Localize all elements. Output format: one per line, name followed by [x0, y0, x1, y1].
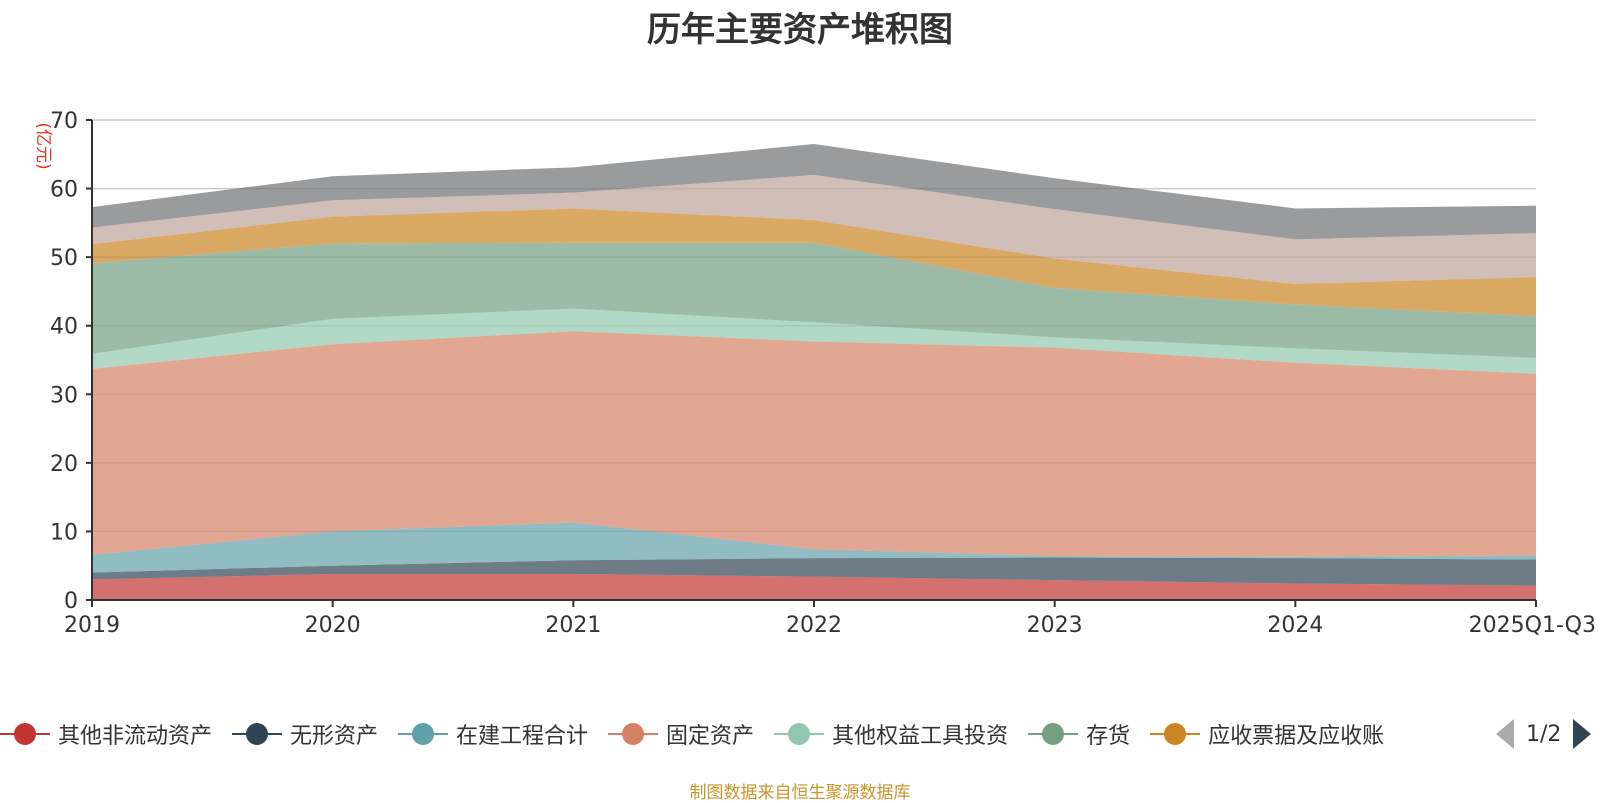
legend-marker-icon: [1028, 722, 1079, 746]
area-其他资产[interactable]: [92, 174, 1536, 284]
legend-item[interactable]: 应收票据及应收账: [1150, 718, 1384, 750]
area-其他权益工具投资[interactable]: [92, 308, 1536, 374]
x-tick-label: 2020: [305, 613, 361, 638]
legend-marker-icon: [0, 722, 50, 746]
area-无形资产[interactable]: [92, 557, 1536, 586]
legend: 其他非流动资产 无形资产 在建工程合计 固定资产 其他权益工具投资 存货 应收票据及应收账: [0, 716, 1404, 752]
legend-marker-icon: [232, 722, 283, 746]
y-axis-unit-label: (亿元): [33, 122, 53, 169]
y-tick-label: 40: [50, 315, 78, 340]
area-其他非流动资产[interactable]: [92, 573, 1536, 600]
y-tick-label: 10: [50, 520, 78, 545]
stacked-areas: [92, 144, 1536, 600]
area-固定资产[interactable]: [92, 331, 1536, 557]
x-tick-label: 2019: [64, 613, 120, 638]
x-tick-label: 2024: [1267, 613, 1323, 638]
y-tick-label: 30: [50, 383, 78, 408]
x-tick-label: 2022: [786, 613, 842, 638]
legend-item[interactable]: 其他权益工具投资: [774, 718, 1008, 750]
y-tick-label: 0: [64, 589, 78, 614]
legend-pager: 1/2: [1496, 716, 1592, 752]
axes: 0 10 20 30 40 50 60 70 2019 2020 2021 2022 2023 2024 2…: [33, 109, 1596, 638]
legend-label: 其他非流动资产: [58, 724, 213, 749]
legend-item[interactable]: 无形资产: [232, 718, 378, 750]
legend-item[interactable]: 其他非流动资产: [0, 718, 212, 750]
triangle-right-icon[interactable]: [1573, 719, 1592, 749]
chart-canvas: 0 10 20 30 40 50 60 70 2019 2020 2021 2022 2023 2024 2…: [33, 109, 1596, 638]
legend-label: 存货: [1086, 724, 1131, 749]
legend-marker-icon: [1150, 722, 1201, 746]
y-tick-label: 70: [50, 109, 78, 134]
y-tick-label: 50: [50, 246, 78, 271]
area-应收票据及应收账[interactable]: [92, 208, 1536, 317]
legend-item[interactable]: 在建工程合计: [398, 718, 588, 750]
x-tick-label: 2021: [545, 613, 601, 638]
triangle-left-icon[interactable]: [1496, 719, 1514, 749]
legend-label: 无形资产: [290, 724, 379, 749]
source-note: 制图数据来自恒生聚源数据库: [689, 783, 911, 803]
legend-item[interactable]: 固定资产: [608, 718, 754, 750]
legend-marker-icon: [608, 722, 659, 746]
legend-item[interactable]: 存货: [1028, 718, 1130, 750]
area-在建工程合计[interactable]: [92, 522, 1536, 573]
x-tick-label: 2025Q1-Q3: [1469, 613, 1596, 638]
legend-label: 在建工程合计: [456, 724, 589, 749]
y-tick-label: 20: [50, 452, 78, 477]
y-tick-label: 60: [50, 178, 78, 203]
area-存货[interactable]: [92, 242, 1536, 358]
legend-marker-icon: [398, 722, 449, 746]
legend-marker-icon: [774, 722, 825, 746]
area-其他[interactable]: [92, 144, 1536, 240]
chart-title: 历年主要资产堆积图: [647, 10, 953, 50]
legend-label: 其他权益工具投资: [832, 724, 1009, 749]
legend-label: 应收票据及应收账: [1208, 724, 1385, 749]
legend-page-indicator: 1/2: [1526, 721, 1562, 747]
legend-label: 固定资产: [666, 724, 755, 749]
x-tick-label: 2023: [1027, 613, 1083, 638]
